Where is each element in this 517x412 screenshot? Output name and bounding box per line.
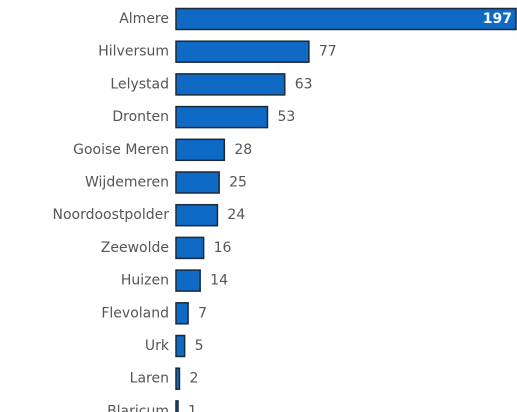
bar-blaricum[interactable]	[175, 400, 179, 412]
category-label-hilversum: Hilversum	[98, 44, 169, 60]
value-label-almere: 197	[483, 11, 512, 27]
category-label-dronten: Dronten	[112, 109, 169, 125]
value-label-blaricum: 1	[188, 403, 197, 412]
value-label-flevoland: 7	[198, 305, 207, 321]
category-label-zeewolde: Zeewolde	[101, 240, 169, 256]
category-label-huizen: Huizen	[121, 273, 169, 289]
bar-urk[interactable]	[175, 334, 186, 358]
category-label-blaricum: Blaricum	[107, 403, 169, 412]
bar-wijdemeren[interactable]	[175, 171, 220, 194]
category-label-noordoostpolder: Noordoostpolder	[52, 207, 169, 223]
category-label-lelystad: Lelystad	[110, 76, 169, 92]
category-label-almere: Almere	[119, 11, 169, 27]
category-label-gooise-meren: Gooise Meren	[73, 142, 169, 158]
value-label-laren: 2	[189, 371, 198, 387]
bar-almere[interactable]	[175, 7, 517, 31]
value-label-hilversum: 77	[319, 44, 337, 60]
value-label-zeewolde: 16	[214, 240, 232, 256]
bar-zeewolde[interactable]	[175, 236, 205, 260]
value-label-noordoostpolder: 24	[227, 207, 245, 223]
value-label-urk: 5	[195, 338, 204, 354]
value-label-gooise-meren: 28	[234, 142, 252, 158]
bar-gooise-meren[interactable]	[175, 138, 226, 162]
category-label-wijdemeren: Wijdemeren	[85, 175, 169, 191]
bar-hilversum[interactable]	[175, 40, 310, 63]
bar-huizen[interactable]	[175, 269, 201, 292]
bar-dronten[interactable]	[175, 105, 269, 129]
bar-noordoostpolder[interactable]	[175, 203, 219, 227]
value-label-wijdemeren: 25	[229, 175, 247, 191]
value-label-dronten: 53	[277, 109, 295, 125]
value-label-lelystad: 63	[295, 76, 313, 92]
bar-laren[interactable]	[175, 367, 181, 390]
bar-lelystad[interactable]	[175, 73, 286, 96]
category-label-urk: Urk	[145, 338, 170, 354]
category-label-laren: Laren	[130, 371, 169, 387]
category-label-flevoland: Flevoland	[101, 305, 169, 321]
value-label-huizen: 14	[210, 273, 228, 289]
bar-flevoland[interactable]	[175, 302, 189, 325]
